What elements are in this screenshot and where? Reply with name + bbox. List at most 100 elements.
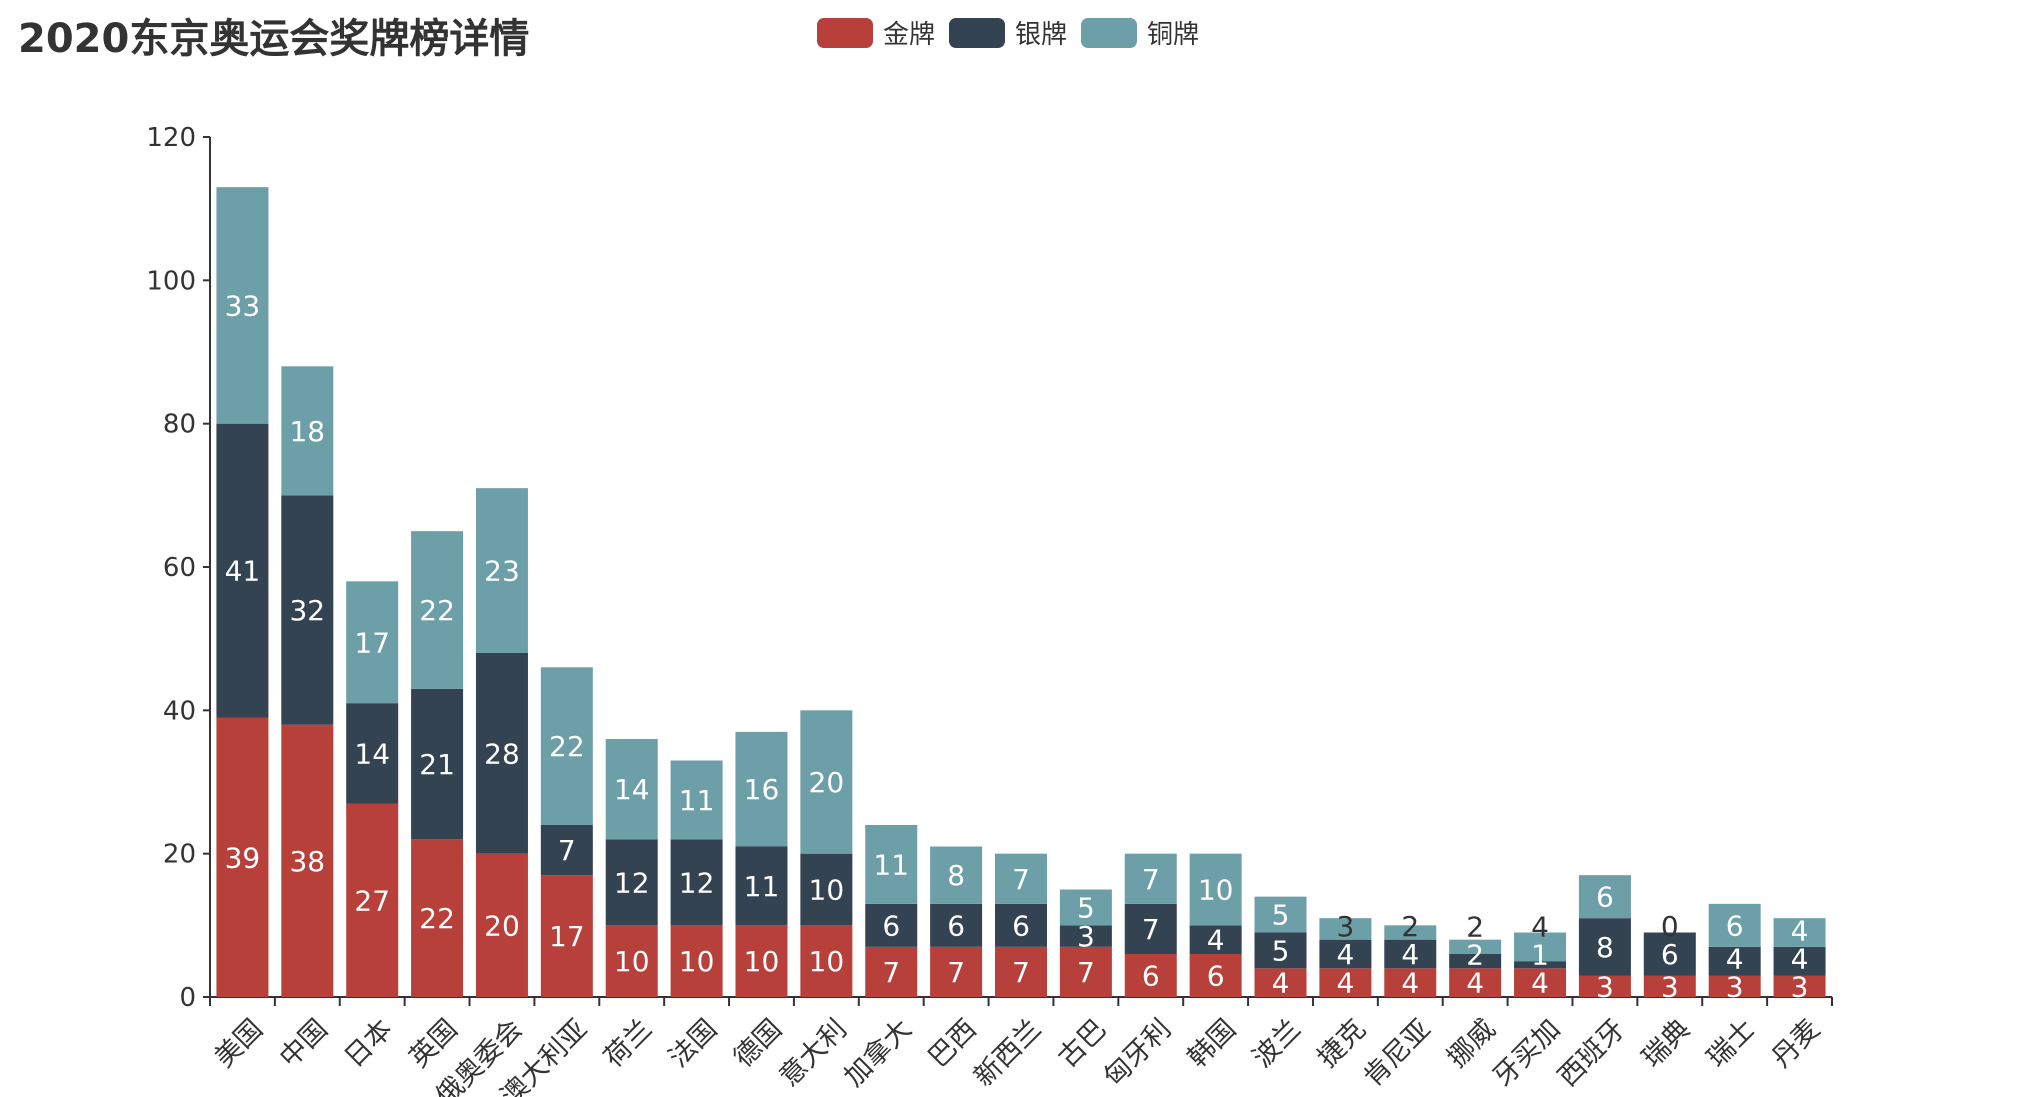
data-label: 20 [809,766,845,799]
data-label: 16 [744,773,780,806]
legend-item[interactable]: 银牌 [949,14,1067,51]
bar-金牌 [1059,946,1112,997]
bar-银牌 [475,653,528,854]
bar-铜牌 [346,581,399,704]
data-label: 14 [354,737,390,770]
data-label: 5 [1272,934,1290,967]
bar-铜牌 [670,760,723,840]
data-label: 4 [1531,911,1549,944]
bar-铜牌 [1189,853,1242,926]
bar-金牌 [800,925,853,997]
data-label: 7 [1142,913,1160,946]
data-label: 7 [1077,956,1095,989]
bar-银牌 [605,839,658,926]
y-tick-label: 0 [179,983,196,1013]
data-label: 12 [679,866,715,899]
bar-铜牌 [865,825,918,904]
data-label: 10 [1198,874,1234,907]
x-tick-label: 牙买加 [1487,1014,1566,1093]
data-label: 0 [1661,910,1679,943]
bar-铜牌 [1254,896,1307,933]
bar-铜牌 [411,531,464,689]
data-label: 12 [614,866,650,899]
bar-铜牌 [1514,932,1567,962]
legend-item[interactable]: 金牌 [817,14,935,51]
data-label: 4 [1466,967,1484,1000]
data-label: 10 [809,874,845,907]
data-label: 3 [1661,970,1679,1003]
data-label: 21 [419,748,455,781]
bar-银牌 [1643,932,1696,976]
data-label: 3 [1596,970,1614,1003]
data-label: 2 [1466,939,1484,972]
data-label: 4 [1336,938,1354,971]
bar-铜牌 [1578,875,1631,919]
data-label: 41 [225,555,261,588]
bar-铜牌 [1124,853,1177,904]
legend-item[interactable]: 铜牌 [1081,14,1199,51]
data-label: 39 [225,841,261,874]
data-label: 17 [354,626,390,659]
bar-银牌 [540,825,593,876]
bar-金牌 [281,724,334,997]
bar-银牌 [1189,925,1242,954]
bar-银牌 [1449,954,1502,969]
data-label: 10 [679,945,715,978]
data-label: 20 [484,909,520,942]
bar-铜牌 [735,731,788,847]
x-tick-label: 日本 [339,1014,399,1074]
x-tick-label: 意大利 [774,1014,853,1093]
data-label: 5 [1077,891,1095,924]
bar-铜牌 [1059,889,1112,926]
legend-label: 金牌 [883,20,936,50]
data-label: 10 [744,945,780,978]
legend: 金牌 银牌 铜牌 [817,14,1199,51]
data-label: 10 [809,945,845,978]
bar-金牌 [540,875,593,997]
bar-金牌 [1189,954,1242,997]
data-label: 2 [1466,911,1484,944]
bar-银牌 [735,846,788,926]
bar-铜牌 [800,710,853,854]
data-label: 2 [1401,910,1419,943]
bar-金牌 [930,946,983,997]
data-label: 8 [1596,931,1614,964]
data-label: 22 [549,730,585,763]
bar-银牌 [995,903,1047,947]
y-tick-label: 60 [163,553,196,583]
x-tick-label: 加拿大 [839,1014,918,1093]
legend-swatch [1081,17,1138,48]
data-label: 18 [289,415,325,448]
data-label: 6 [1207,960,1225,993]
x-tick-label: 美国 [209,1014,269,1074]
data-label: 23 [484,555,520,588]
bar-银牌 [1578,918,1631,976]
bar-银牌 [281,495,334,725]
x-tick-label: 法国 [663,1014,723,1074]
data-label: 27 [354,884,390,917]
bar-银牌 [800,853,853,926]
data-label: 7 [882,956,900,989]
data-label: 6 [947,909,965,942]
data-label: 28 [484,737,520,770]
data-label: 6 [1661,938,1679,971]
data-label: 6 [1142,960,1160,993]
x-tick-label: 匈牙利 [1098,1014,1177,1093]
data-label: 3 [1791,970,1809,1003]
x-tick-label: 中国 [274,1014,334,1074]
bar-铜牌 [605,739,658,840]
bar-铜牌 [540,667,593,825]
bar-金牌 [1254,968,1307,997]
legend-swatch [949,17,1006,48]
bar-金牌 [1384,968,1437,997]
data-label: 7 [1012,863,1030,896]
bar-金牌 [605,925,658,997]
data-label: 8 [947,859,965,892]
bar-银牌 [1254,932,1307,969]
x-tick-label: 瑞士 [1701,1014,1761,1074]
legend-label: 铜牌 [1147,20,1200,50]
data-label: 3 [1077,920,1095,953]
bar-金牌 [1514,968,1567,997]
data-label: 17 [549,920,585,953]
